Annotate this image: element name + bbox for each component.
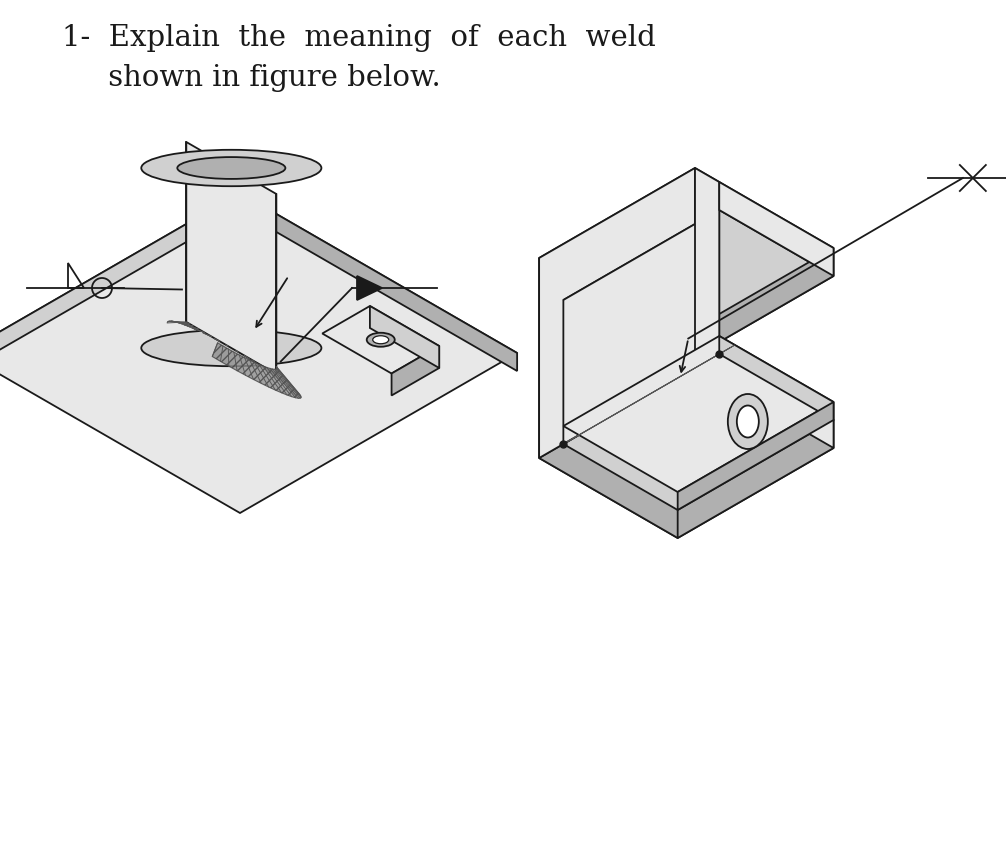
Polygon shape (563, 355, 834, 510)
Ellipse shape (141, 330, 321, 367)
Polygon shape (370, 306, 440, 368)
Polygon shape (678, 403, 834, 510)
Polygon shape (539, 169, 695, 458)
Ellipse shape (727, 395, 768, 450)
Ellipse shape (141, 151, 321, 187)
Polygon shape (322, 306, 440, 374)
Polygon shape (240, 194, 517, 372)
Polygon shape (719, 337, 834, 421)
Polygon shape (563, 337, 834, 492)
Text: 1-  Explain  the  meaning  of  each  weld: 1- Explain the meaning of each weld (62, 24, 656, 52)
Polygon shape (391, 346, 440, 396)
Polygon shape (695, 169, 719, 382)
Polygon shape (539, 258, 678, 538)
Polygon shape (0, 194, 517, 514)
Polygon shape (212, 344, 301, 399)
Polygon shape (563, 345, 734, 444)
Ellipse shape (177, 158, 286, 180)
Polygon shape (539, 169, 834, 339)
Polygon shape (678, 249, 834, 367)
Polygon shape (0, 194, 240, 372)
Polygon shape (186, 142, 277, 374)
Ellipse shape (736, 406, 759, 438)
Polygon shape (539, 368, 834, 538)
Ellipse shape (367, 334, 394, 347)
Polygon shape (357, 276, 382, 300)
Ellipse shape (373, 336, 388, 345)
Polygon shape (719, 355, 834, 449)
Polygon shape (678, 421, 834, 538)
Text: shown in figure below.: shown in figure below. (62, 64, 441, 92)
Polygon shape (719, 183, 834, 276)
Polygon shape (563, 211, 719, 444)
Polygon shape (563, 211, 834, 367)
Polygon shape (167, 322, 295, 395)
